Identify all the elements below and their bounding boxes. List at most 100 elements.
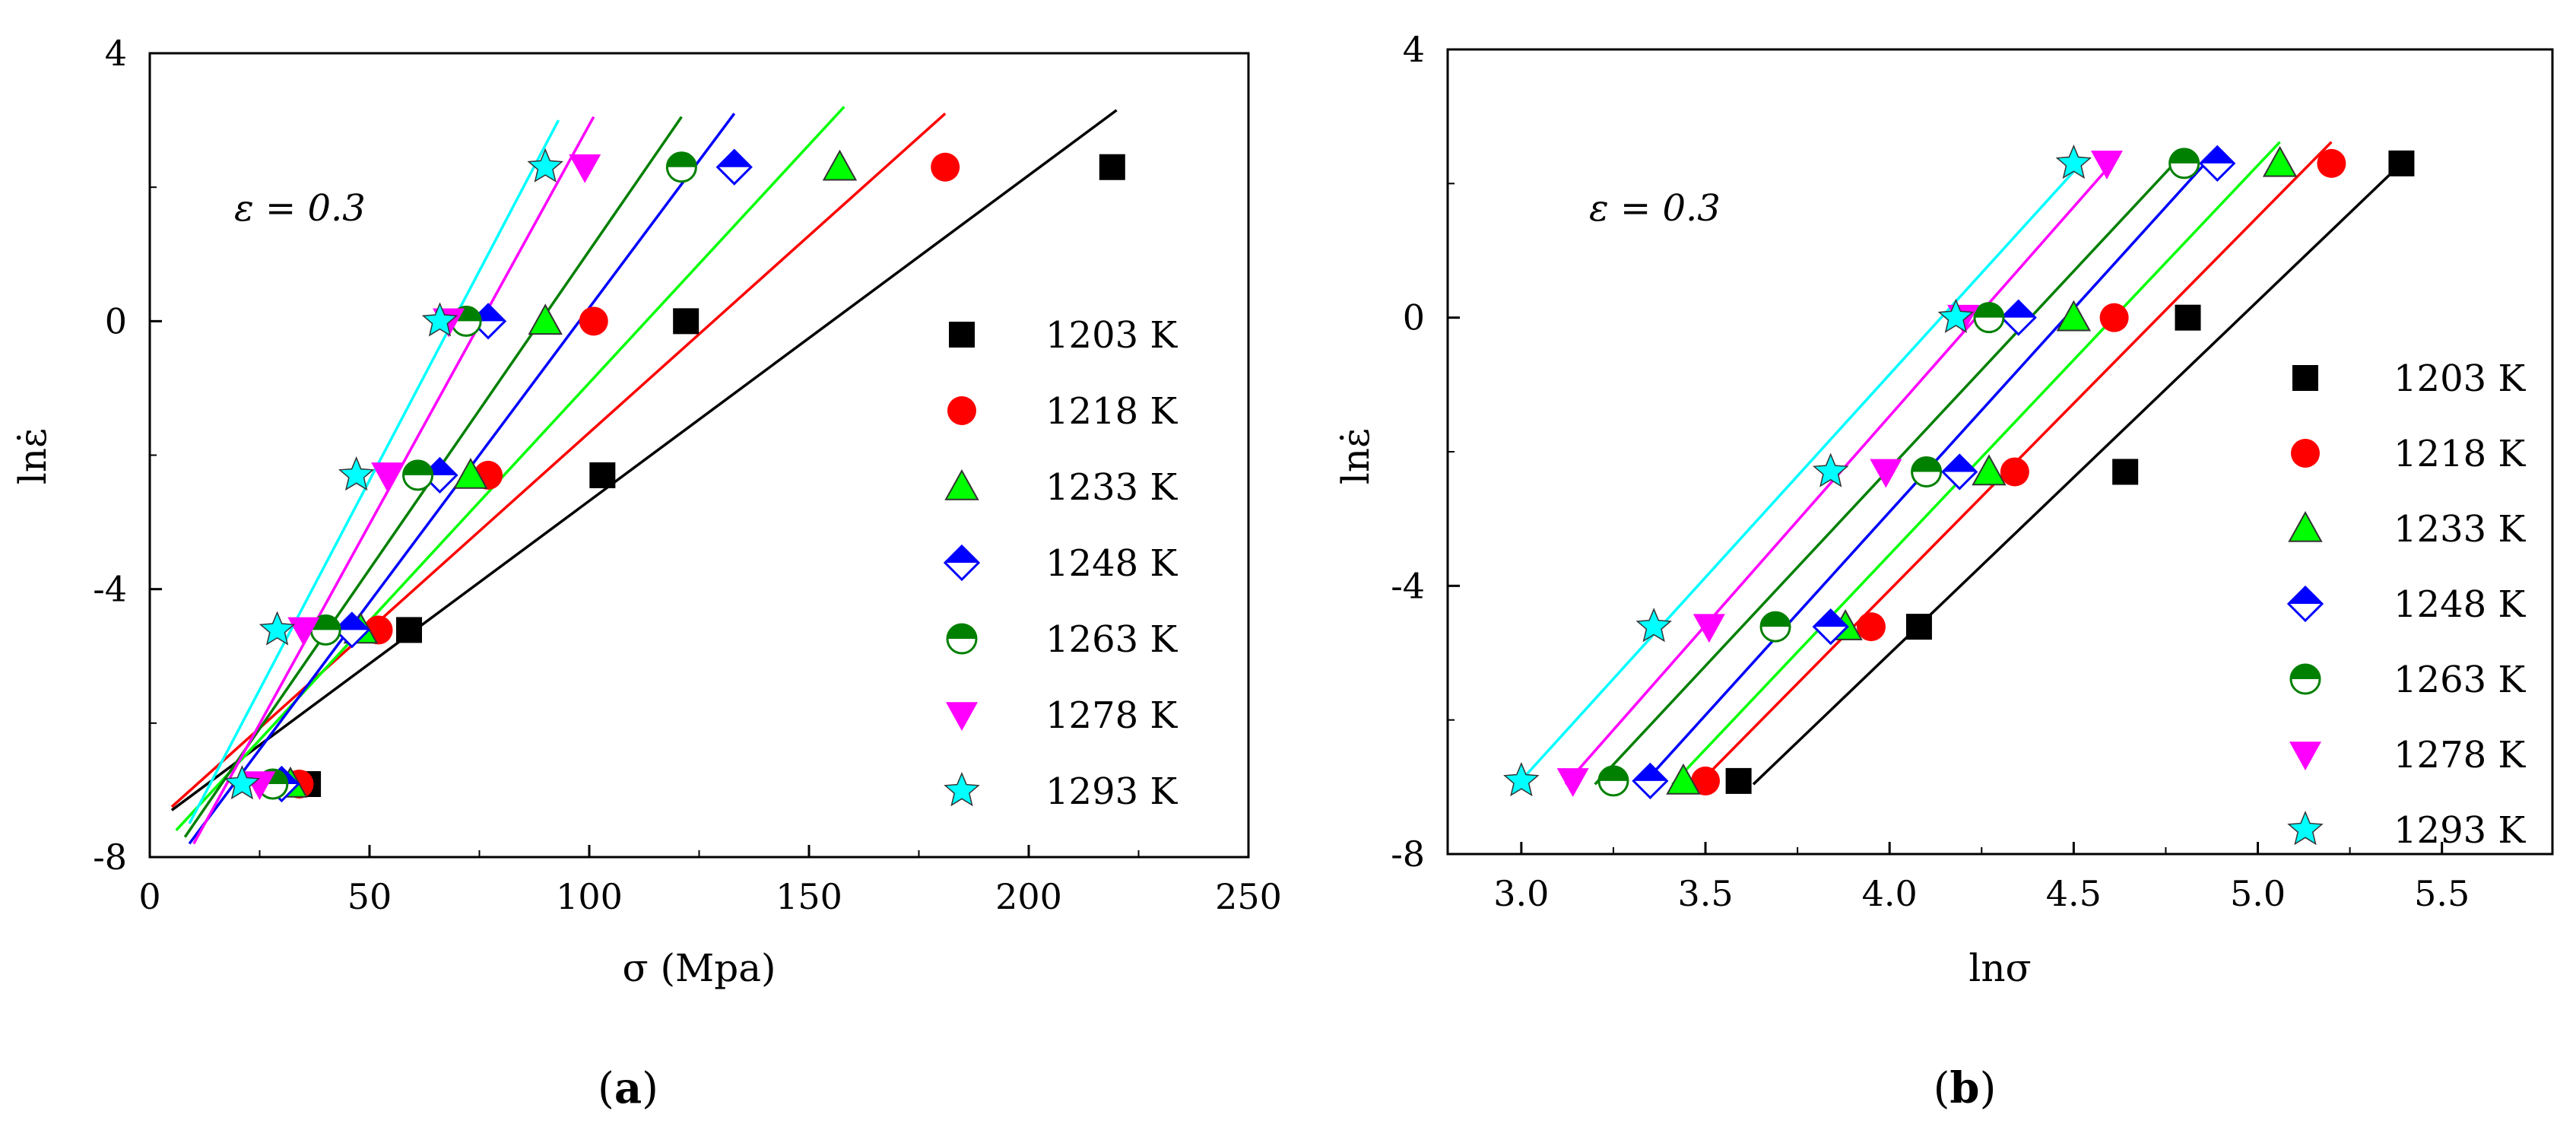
data-point <box>1911 456 1943 487</box>
data-point <box>2056 300 2092 332</box>
data-point <box>1635 608 1672 643</box>
strain-annotation: ε = 0.3 <box>1589 187 1721 230</box>
fit-line-1293k <box>188 119 560 824</box>
series-1248k <box>263 148 753 803</box>
series-1293k <box>1503 144 2092 797</box>
data-point-fill <box>1633 764 1667 781</box>
x-tick-label: 100 <box>556 876 623 917</box>
legend-marker <box>944 468 979 500</box>
fit-line-1203k <box>170 109 1118 811</box>
legend-marker <box>943 544 981 582</box>
data-point <box>1941 453 1978 491</box>
legend-label: 1203 K <box>1045 314 1178 357</box>
data-point <box>371 462 404 491</box>
chart-panel-a: 0 50 100 150 200 250 -8 -4 0 4 σ (Mpa) lnε̇ ε = 0.3 1… <box>11 33 1282 1113</box>
chart-panel-b: 3.0 3.5 4.0 4.5 5.0 5.5 -8 -4 0 4 lnσ lnε̇ ε = 0.3 12… <box>1334 29 2554 1113</box>
data-point-fill <box>717 150 751 167</box>
legend: 1203 K 1218 K 1233 K 1248 K 1263 K 1278 K 1293… <box>943 314 1178 813</box>
y-tick-label: -4 <box>93 569 127 610</box>
y-axis-title: lnε̇ <box>1334 428 1378 484</box>
legend-label: 1278 K <box>1045 694 1178 737</box>
plot-frame <box>1446 48 2554 856</box>
panel-label-open: ( <box>1934 1064 1950 1113</box>
legend-label: 1278 K <box>2394 734 2526 776</box>
data-point-fill <box>1911 457 1941 472</box>
panel-label-close: ) <box>1980 1064 1997 1113</box>
data-point <box>338 456 375 491</box>
x-axis-title: σ (Mpa) <box>622 946 776 990</box>
legend-marker-fill <box>947 624 976 639</box>
legend-marker <box>2287 811 2324 846</box>
series-1218k <box>1691 148 2346 795</box>
data-point-fill <box>335 613 369 630</box>
data-point-fill <box>1813 610 1848 627</box>
y-tick-label: 4 <box>105 33 127 74</box>
legend-label: 1233 K <box>2394 508 2526 551</box>
data-point <box>527 148 563 183</box>
y-tick-label: -8 <box>1391 834 1425 875</box>
data-point <box>2388 150 2415 176</box>
data-point <box>2168 148 2200 179</box>
series-1233k <box>1666 145 2298 795</box>
x-tick-label: 5.5 <box>2414 873 2470 914</box>
data-point-fill <box>403 460 433 475</box>
data-point <box>1812 608 1849 646</box>
data-point <box>421 302 458 337</box>
data-point <box>2000 457 2029 487</box>
legend-marker <box>2289 663 2321 695</box>
data-point-fill <box>1974 303 2003 318</box>
x-axis-title: lnσ <box>1968 946 2031 990</box>
x-tick-label: 50 <box>347 876 392 917</box>
data-point-fill <box>2200 146 2235 164</box>
panel-label-open: ( <box>598 1064 614 1113</box>
legend-marker <box>2289 741 2321 770</box>
legend-marker-fill <box>2289 587 2322 604</box>
legend-label: 1248 K <box>2394 583 2526 626</box>
data-point <box>1725 767 1752 794</box>
data-point <box>1937 298 1975 333</box>
legend-label: 1263 K <box>1045 618 1178 661</box>
data-point <box>1759 611 1791 643</box>
data-point <box>1856 612 1886 642</box>
panel-label-letter: b <box>1949 1063 1979 1113</box>
data-point <box>673 308 700 335</box>
legend-marker <box>2288 510 2323 542</box>
y-tick-label: 0 <box>1403 297 1425 338</box>
data-point <box>715 148 753 186</box>
y-tick-label: 0 <box>105 300 127 341</box>
legend-label: 1203 K <box>2394 357 2526 400</box>
data-point <box>1870 459 1902 488</box>
x-tick-label: 4.5 <box>2046 873 2102 914</box>
y-tick-label: -8 <box>93 837 127 878</box>
data-point <box>396 617 423 643</box>
data-point-fill <box>2001 300 2035 318</box>
data-point <box>528 303 563 335</box>
legend-label: 1218 K <box>1045 390 1178 433</box>
data-point <box>1691 766 1721 795</box>
data-point <box>1972 454 2007 486</box>
data-point <box>579 306 608 336</box>
data-point-fill <box>1598 766 1628 781</box>
data-point-fill <box>2169 148 2199 164</box>
data-point <box>2090 151 2123 179</box>
legend-marker-fill <box>945 546 979 563</box>
panel-label: (b) <box>1934 1063 1997 1113</box>
data-point <box>822 149 858 181</box>
legend-marker <box>2291 439 2320 468</box>
data-point <box>224 765 261 800</box>
data-point <box>589 462 616 488</box>
y-tick-label: -4 <box>1391 565 1425 606</box>
x-tick-label: 250 <box>1215 876 1282 917</box>
x-tick-label: 5.0 <box>2230 873 2286 914</box>
data-point <box>259 611 296 646</box>
legend-marker <box>946 702 978 731</box>
data-point <box>1666 763 1701 795</box>
series-1263k <box>1597 148 2200 797</box>
x-tick-label: 200 <box>995 876 1062 917</box>
data-point <box>1812 453 1849 487</box>
legend-label: 1293 K <box>2394 809 2526 852</box>
data-point <box>2317 148 2346 178</box>
legend-marker-fill <box>2291 665 2320 679</box>
data-point <box>1503 761 1540 797</box>
data-point <box>1099 154 1125 180</box>
